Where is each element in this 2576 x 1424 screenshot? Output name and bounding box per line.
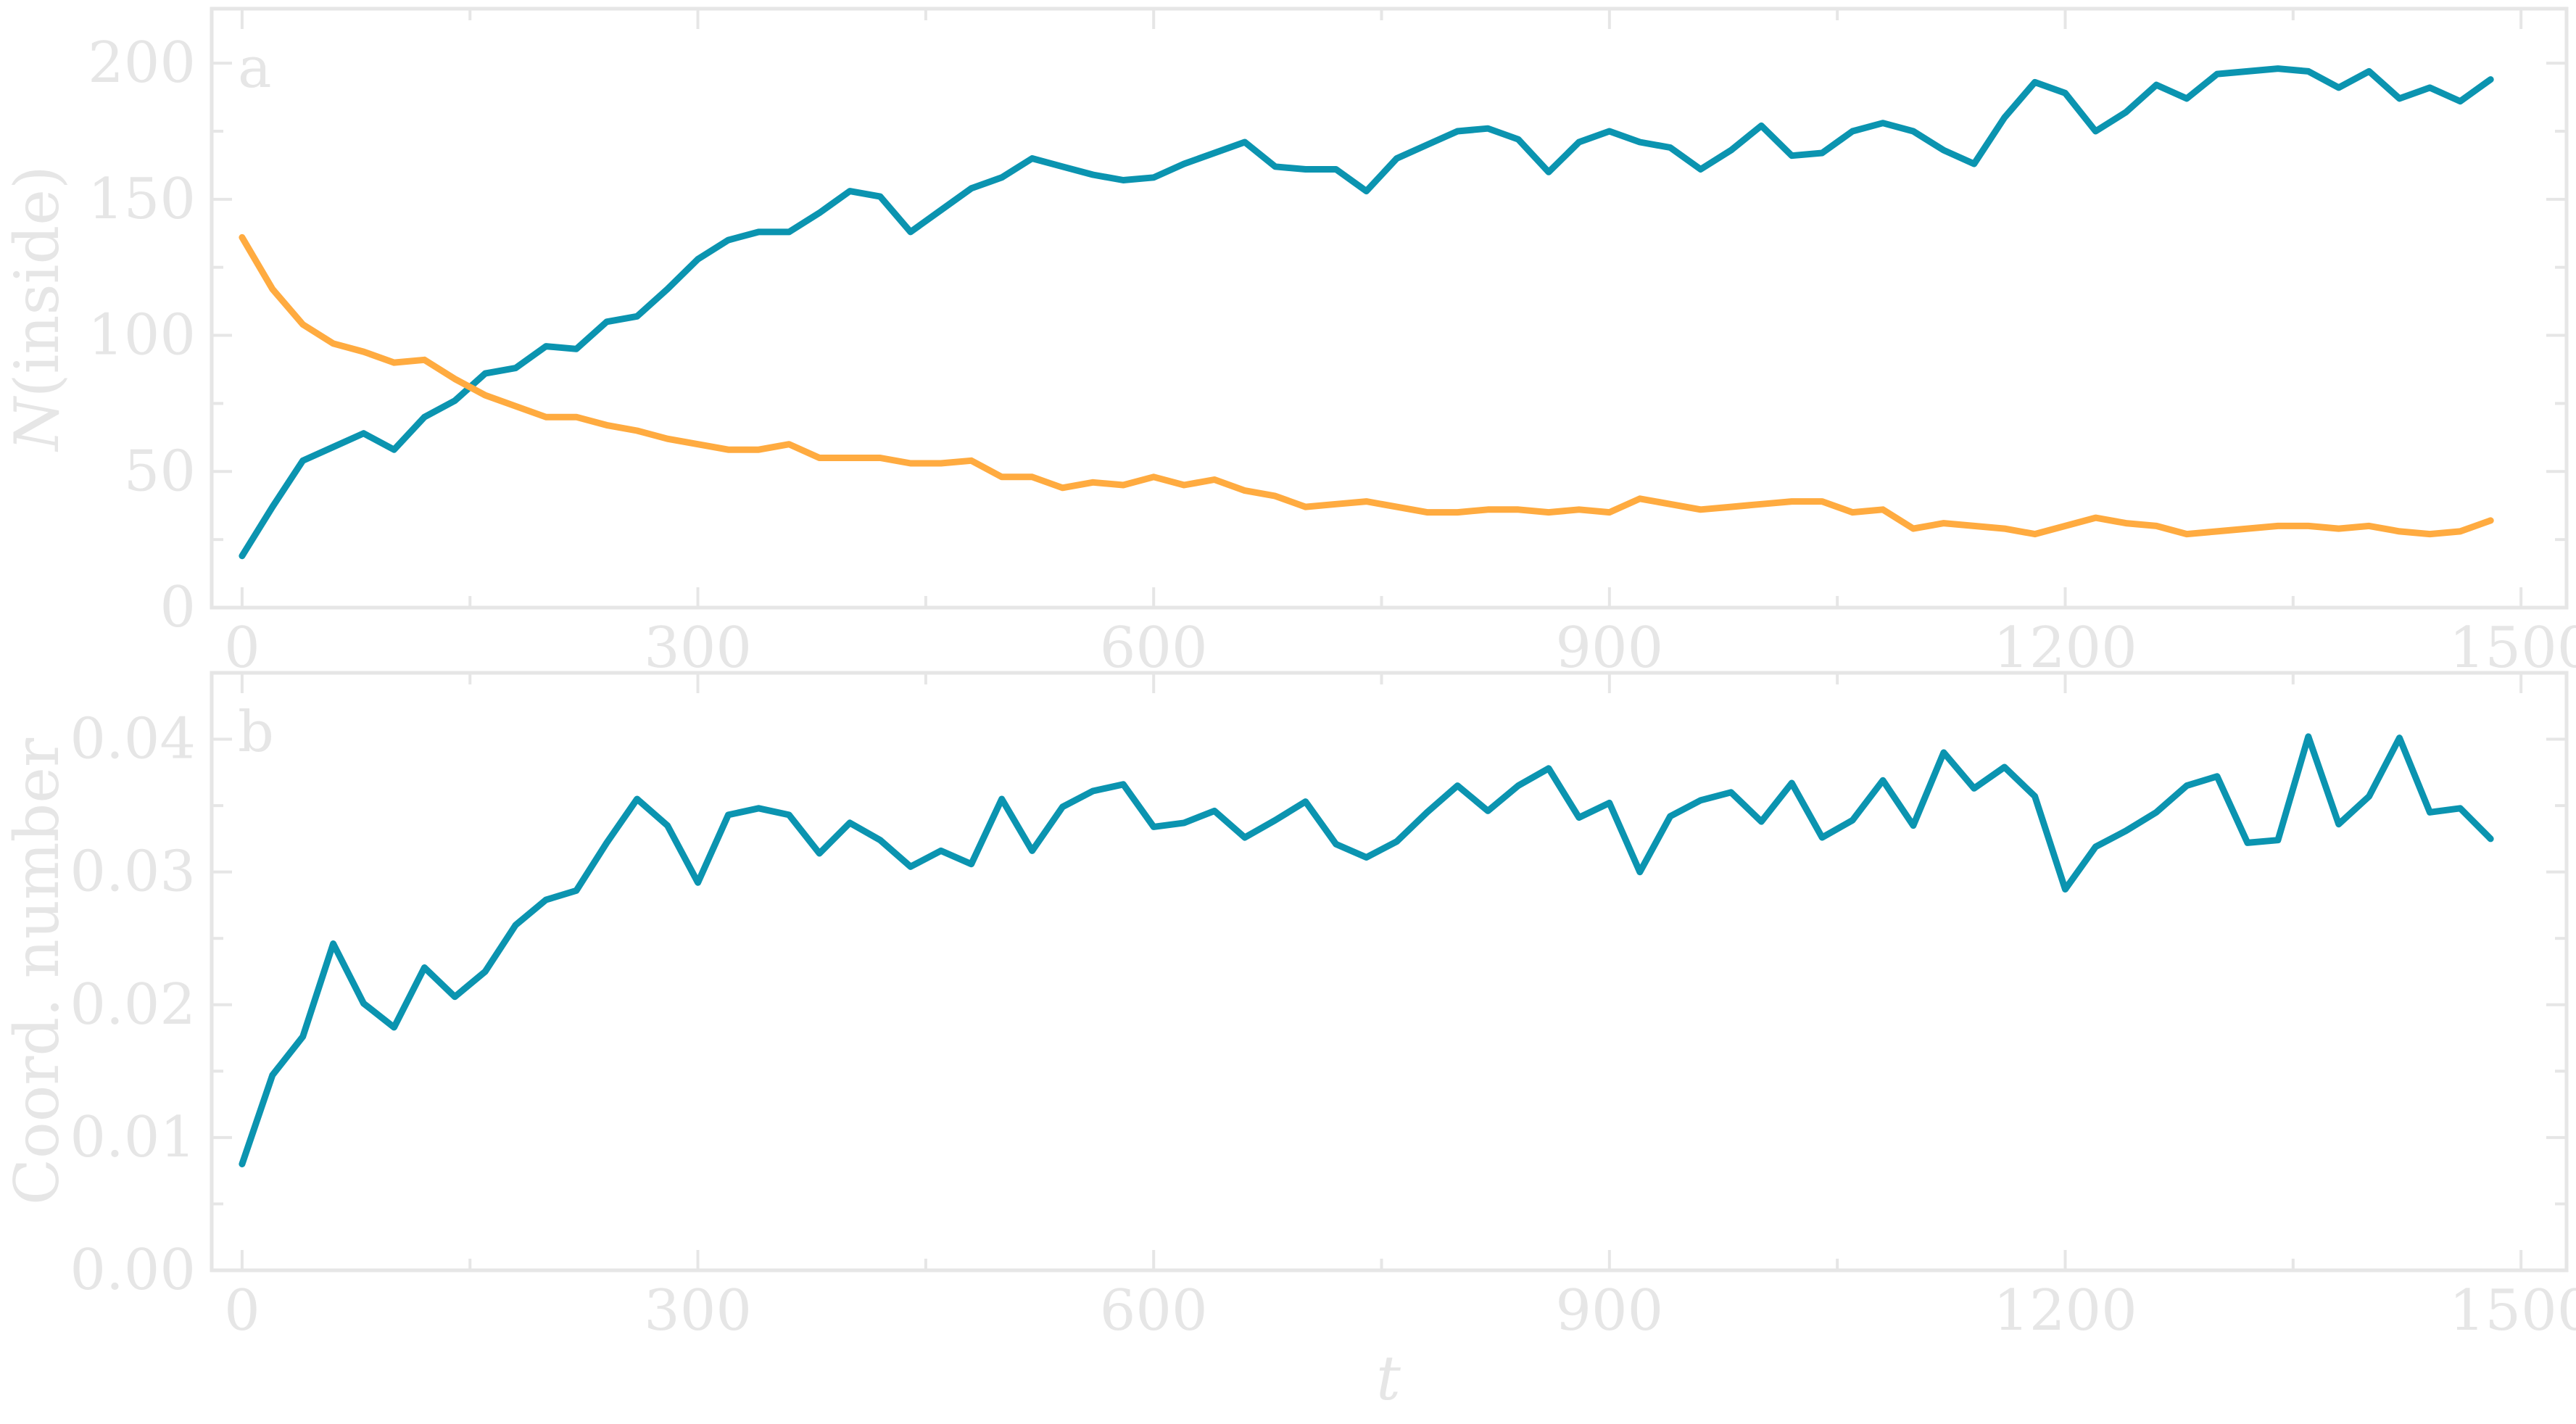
y-axis-label: N(inside): [1, 165, 73, 452]
x-tick-label: 0: [224, 616, 260, 681]
y-tick-label: 150: [88, 167, 196, 232]
series-line-1: [239, 733, 2494, 1167]
axes-frame: [210, 671, 2569, 1272]
x-tick-label: 300: [644, 1278, 752, 1344]
x-tick-label: 900: [1555, 616, 1663, 681]
y-tick-label: 200: [88, 30, 196, 96]
series-line-1: [239, 65, 2494, 560]
x-tick-label: 600: [1100, 1278, 1208, 1344]
y-tick-label: 0.00: [70, 1238, 196, 1303]
x-tick-label: 0: [224, 1278, 260, 1344]
axes-frame: [210, 7, 2569, 610]
x-tick-label: 1200: [1993, 1278, 2137, 1344]
x-tick-label: 300: [644, 616, 752, 681]
x-axis-label: t: [1376, 1343, 1401, 1414]
panel-a: 0 300 600 900 1200 1500 0 50 100 150 200 N(inside) a: [1, 7, 2576, 681]
x-tick-label: 1200: [1993, 616, 2137, 681]
series-line-2: [239, 233, 2494, 538]
y-axis-label: Coord. number: [1, 737, 73, 1205]
panel-tag: a: [238, 36, 272, 101]
y-tick-label: 0.02: [70, 972, 196, 1038]
x-tick-label: 1500: [2449, 1278, 2576, 1344]
y-tick-label: 0.04: [70, 707, 196, 772]
x-tick-label: 900: [1555, 1278, 1663, 1344]
y-tick-label: 0.03: [70, 840, 196, 905]
x-tick-label: 1500: [2449, 616, 2576, 681]
y-tick-label: 0.01: [70, 1105, 196, 1170]
y-tick-label: 100: [88, 303, 196, 368]
panel-b: 0 300 600 900 1200 1500 0.00 0.01 0.02 0.03 0.04Co…: [1, 671, 2576, 1344]
panel-tag: b: [238, 700, 274, 765]
y-tick-label: 0: [160, 575, 196, 640]
x-tick-label: 600: [1100, 616, 1208, 681]
y-tick-label: 50: [124, 439, 196, 504]
